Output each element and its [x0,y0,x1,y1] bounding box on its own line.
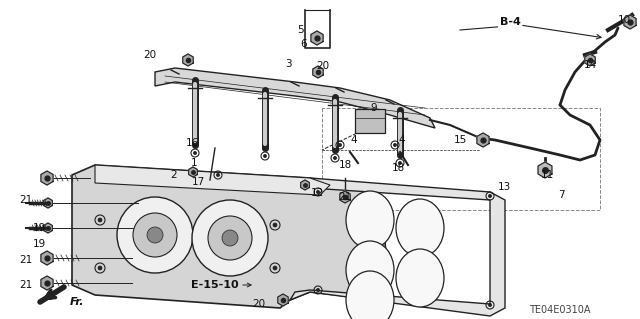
Text: 2: 2 [170,170,177,180]
Ellipse shape [396,249,444,307]
Polygon shape [301,180,309,190]
Text: 7: 7 [558,190,564,200]
Text: 6: 6 [301,39,307,49]
Circle shape [216,174,220,177]
Text: 9: 9 [370,103,376,113]
Circle shape [208,216,252,260]
Text: TE04E0310A: TE04E0310A [529,305,591,315]
Text: 21: 21 [20,195,33,205]
Text: 21: 21 [20,255,33,265]
Text: 21: 21 [20,280,33,290]
Ellipse shape [396,199,444,257]
Circle shape [316,190,319,194]
Text: 20: 20 [143,50,156,60]
Polygon shape [585,54,595,66]
Text: 16: 16 [186,138,199,148]
Circle shape [117,197,193,273]
Text: 5: 5 [297,25,303,35]
Ellipse shape [346,191,394,249]
Polygon shape [477,133,489,147]
Polygon shape [340,191,350,203]
Circle shape [394,144,397,147]
Polygon shape [624,15,636,29]
Text: 15: 15 [454,135,467,145]
Circle shape [222,230,238,246]
Circle shape [398,161,402,165]
Polygon shape [41,171,53,185]
Circle shape [339,144,342,147]
Text: 12: 12 [311,188,324,198]
Circle shape [98,218,102,222]
Ellipse shape [346,241,394,299]
Text: 20: 20 [316,61,329,71]
Text: 11: 11 [541,170,554,180]
Text: 3: 3 [285,59,292,69]
Text: 13: 13 [498,182,511,192]
Ellipse shape [346,271,394,319]
Circle shape [273,223,277,227]
Text: 18: 18 [339,160,352,170]
Text: Fr.: Fr. [70,297,84,307]
Polygon shape [313,66,323,78]
Text: 21: 21 [338,192,351,202]
Text: 20: 20 [252,299,265,309]
Text: 4: 4 [350,135,357,145]
Circle shape [98,266,102,270]
Circle shape [264,154,267,158]
Text: 10: 10 [618,15,631,25]
Text: 18: 18 [392,163,405,173]
Polygon shape [95,165,330,195]
Polygon shape [183,54,193,66]
Text: 17: 17 [192,177,205,187]
Polygon shape [290,178,505,316]
Circle shape [133,213,177,257]
Text: 19: 19 [33,239,46,249]
FancyBboxPatch shape [355,109,385,133]
Polygon shape [189,167,197,177]
Circle shape [192,200,268,276]
Polygon shape [155,68,435,128]
Circle shape [488,194,492,197]
Polygon shape [311,31,323,45]
Text: 19: 19 [33,223,46,233]
Text: 4: 4 [398,135,405,145]
Circle shape [147,227,163,243]
Circle shape [273,266,277,270]
Text: E-15-10: E-15-10 [191,280,239,290]
Text: B-4: B-4 [500,17,520,27]
Text: 1: 1 [190,158,197,168]
Polygon shape [278,294,288,306]
Polygon shape [41,276,53,290]
Polygon shape [538,162,552,178]
Circle shape [193,152,196,155]
Circle shape [333,156,337,160]
Text: 14: 14 [584,60,597,70]
Circle shape [316,288,319,292]
Polygon shape [72,165,390,308]
Polygon shape [41,251,53,265]
Circle shape [488,303,492,307]
Polygon shape [44,198,52,208]
Polygon shape [44,223,52,233]
